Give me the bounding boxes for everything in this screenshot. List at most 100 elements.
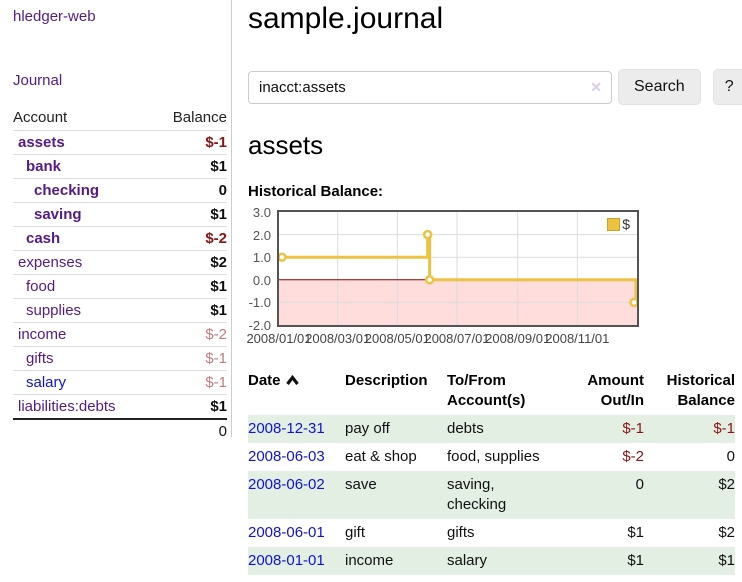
register-row[interactable]: 2008-06-02 save saving, checking 0 $2 — [248, 471, 735, 519]
transaction-date-link[interactable]: 2008-06-03 — [248, 448, 325, 465]
register-table: Date Description To/From Account(s) Amou… — [248, 369, 735, 575]
y-tick-label: 1.0 — [252, 250, 271, 266]
transaction-description: income — [345, 552, 394, 569]
transaction-balance: $2 — [718, 476, 735, 493]
account-balance: $1 — [152, 394, 227, 419]
transaction-date-cell: 2008-01-01 — [248, 547, 345, 575]
accounts-header-balance: Balance — [172, 109, 227, 126]
account-balance: $-1 — [152, 370, 227, 395]
transaction-description: save — [345, 476, 377, 493]
legend-label: $ — [622, 216, 630, 232]
account-balance: $-1 — [152, 130, 227, 155]
register-header-row: Date Description To/From Account(s) Amou… — [248, 369, 735, 415]
accounts-header-row: Account Balance — [13, 106, 227, 131]
date-header-label: Date — [248, 372, 281, 389]
transaction-accounts: food, supplies — [447, 448, 540, 465]
search-button[interactable]: Search — [618, 69, 701, 105]
account-name-cell: checking — [13, 178, 153, 203]
account-balance: $1 — [152, 274, 227, 299]
account-link[interactable]: checking — [34, 182, 100, 199]
x-tick-label: 2008/01/01 — [246, 331, 312, 346]
register-row[interactable]: 2008-06-03 eat & shop food, supplies $-2 0 — [248, 443, 735, 471]
transaction-amount: $1 — [627, 524, 644, 541]
account-name-cell: food — [13, 274, 153, 299]
account-name-cell: saving — [13, 202, 153, 227]
y-tick-label: -2.0 — [248, 318, 271, 333]
account-name-cell: expenses — [13, 250, 153, 275]
x-tick-label: 2008/05/01 — [364, 331, 430, 346]
register-header-accounts: To/From Account(s) — [447, 372, 526, 409]
register-header-date[interactable]: Date — [248, 369, 345, 415]
x-tick-label: 2008/11/01 — [545, 331, 610, 346]
account-link[interactable]: expenses — [18, 254, 83, 271]
register-rows: 2008-12-31 pay off debts $-1 $-1 2008-06-03 ea… — [248, 415, 735, 575]
search-input[interactable] — [248, 70, 612, 104]
sort-ascending-icon — [285, 374, 299, 385]
chart-canvas — [279, 212, 637, 325]
transaction-date-cell: 2008-12-31 — [248, 415, 345, 443]
account-link[interactable]: cash — [26, 230, 61, 247]
sidebar: hledger-web Journal Account Balance asse… — [0, 0, 232, 443]
chart-title: Historical Balance: — [248, 183, 384, 200]
help-button[interactable]: ? — [712, 69, 742, 105]
transaction-accounts: gifts — [447, 524, 475, 541]
accounts-total-row: 0 — [13, 418, 227, 443]
transaction-accounts: debts — [447, 420, 484, 437]
transaction-date-link[interactable]: 2008-06-01 — [248, 524, 325, 541]
account-link[interactable]: bank — [26, 158, 62, 175]
account-balance: $-2 — [152, 322, 227, 347]
transaction-date-link[interactable]: 2008-12-31 — [248, 420, 325, 437]
account-name-cell: assets — [13, 130, 153, 155]
transaction-date-cell: 2008-06-03 — [248, 443, 345, 471]
account-link[interactable]: assets — [18, 134, 65, 151]
transaction-description: gift — [345, 524, 366, 541]
y-tick-label: 3.0 — [252, 205, 271, 220]
account-row: liabilities:debts $1 — [13, 394, 227, 419]
register-row[interactable]: 2008-06-01 gift gifts $1 $2 — [248, 519, 735, 547]
sidebar-item-journal[interactable]: Journal — [13, 72, 63, 89]
account-balance: $1 — [152, 298, 227, 323]
x-tick-label: 2008/03/01 — [305, 331, 371, 346]
legend-swatch-icon — [607, 217, 621, 231]
accounts-total-spacer — [13, 418, 153, 443]
account-balance: $-1 — [152, 346, 227, 371]
register-header-description: Description — [345, 372, 428, 389]
register-row[interactable]: 2008-12-31 pay off debts $-1 $-1 — [248, 415, 735, 443]
search-input-wrap: ✕ — [248, 70, 612, 104]
y-tick-label: 2.0 — [252, 227, 271, 243]
account-link[interactable]: food — [26, 278, 56, 295]
balance-chart: 3.0 2.0 1.0 0.0 -1.0 -2.0 $ 2008/01/01 2008/03… — [246, 205, 639, 347]
brand-link[interactable]: hledger-web — [13, 8, 96, 25]
transaction-balance: $1 — [718, 552, 735, 569]
transaction-balance: $-1 — [713, 420, 735, 437]
transaction-amount: $-1 — [622, 420, 644, 437]
account-balance: 0 — [152, 178, 227, 203]
register-header-balance: Historical Balance — [666, 372, 735, 409]
transaction-accounts: salary — [447, 552, 488, 569]
register-row[interactable]: 2008-01-01 income salary $1 $1 — [248, 547, 735, 575]
account-link[interactable]: liabilities:debts — [18, 398, 116, 415]
account-balance: $2 — [152, 250, 227, 275]
page-title: sample.journal — [248, 2, 444, 35]
account-link[interactable]: income — [18, 326, 67, 343]
chart-legend: $ — [607, 216, 630, 232]
account-link[interactable]: saving — [34, 206, 82, 223]
transaction-balance: $2 — [718, 524, 735, 541]
account-row: checking 0 — [13, 178, 227, 203]
chart-plot: 3.0 2.0 1.0 0.0 -1.0 -2.0 $ — [249, 205, 639, 333]
transaction-accounts: saving, checking — [447, 476, 507, 513]
account-link[interactable]: salary — [26, 374, 67, 391]
account-link[interactable]: gifts — [26, 350, 54, 367]
main-content: sample.journal ✕ Search ? assets Histori… — [246, 0, 742, 575]
y-tick-label: -1.0 — [248, 295, 271, 311]
account-name-cell: salary — [13, 370, 153, 395]
transaction-date-cell: 2008-06-02 — [248, 471, 345, 519]
account-row: expenses $2 — [13, 250, 227, 275]
transaction-date-link[interactable]: 2008-01-01 — [248, 552, 325, 569]
account-link[interactable]: supplies — [26, 302, 82, 319]
y-tick-label: 0.0 — [252, 272, 271, 288]
account-row: gifts $-1 — [13, 346, 227, 371]
clear-search-icon[interactable]: ✕ — [590, 78, 602, 95]
chart-x-axis: 2008/01/01 2008/03/01 2008/05/01 2008/07/01… — [246, 331, 639, 347]
transaction-date-link[interactable]: 2008-06-02 — [248, 476, 325, 493]
